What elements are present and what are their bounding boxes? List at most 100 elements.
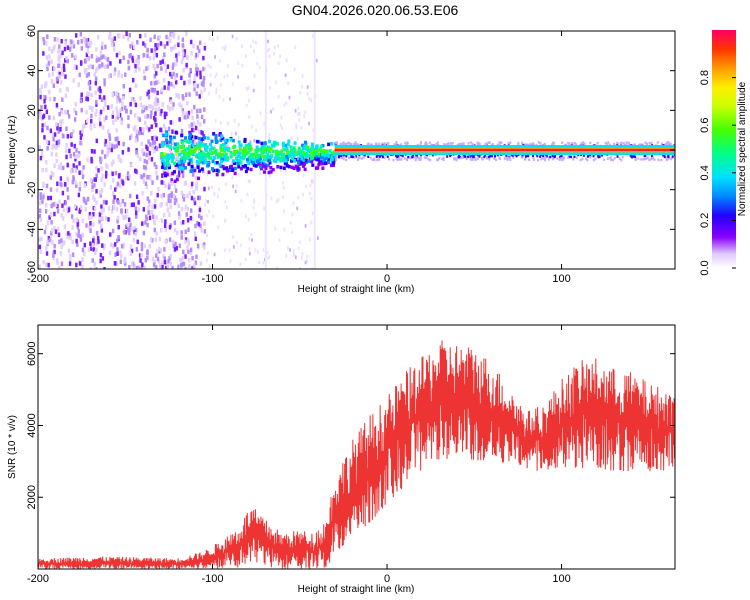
noise-cell [161, 260, 164, 265]
noise-cell [103, 266, 106, 269]
noise-cell [166, 140, 169, 146]
streak-cell [294, 45, 297, 50]
noise-cell [170, 82, 173, 87]
halo-cell [442, 156, 445, 160]
band-cell [215, 160, 219, 165]
band-cell [181, 144, 185, 148]
noise-cell [53, 211, 56, 217]
halo-cell [544, 158, 547, 162]
halo-cell [378, 155, 381, 158]
band-cell [171, 156, 175, 160]
noise-cell [203, 229, 207, 234]
noise-cell [113, 261, 117, 266]
noise-cell [118, 157, 121, 162]
noise-cell [173, 44, 177, 49]
band-cell [213, 156, 217, 160]
streak-cell [309, 237, 311, 241]
noise-cell [156, 63, 159, 69]
noise-cell [164, 127, 167, 132]
streak-cell [207, 63, 210, 68]
noise-cell [115, 128, 118, 133]
streak-cell [213, 252, 216, 257]
noise-cell [94, 80, 98, 86]
noise-cell [75, 217, 78, 223]
band-cell [260, 151, 264, 155]
noise-cell [178, 170, 181, 175]
noise-cell [107, 206, 111, 211]
noise-cell [60, 38, 63, 44]
streak-cell [280, 116, 283, 120]
noise-cell [108, 133, 111, 138]
streak-cell [204, 203, 207, 207]
streak-cell [276, 266, 279, 269]
noise-cell [85, 43, 88, 48]
band-cell [173, 161, 177, 166]
noise-cell [193, 104, 196, 110]
noise-cell [43, 94, 46, 100]
noise-cell [106, 129, 110, 134]
halo-cell [641, 143, 644, 147]
halo-cell [381, 155, 384, 159]
band-cell [187, 162, 191, 166]
noise-cell [133, 113, 137, 118]
band-cell [306, 148, 310, 153]
noise-cell [115, 98, 119, 104]
noise-cell [61, 119, 64, 124]
noise-cell [190, 109, 193, 114]
band-cell [271, 149, 275, 154]
noise-cell [100, 204, 103, 209]
band-cell [236, 155, 240, 159]
noise-cell [124, 72, 127, 77]
streak-cell [224, 182, 227, 186]
noise-cell [100, 55, 103, 60]
noise-cell [187, 80, 191, 85]
band-cell [269, 155, 273, 160]
band-cell [310, 151, 314, 156]
snr-frame [37, 324, 676, 570]
band-cell [164, 173, 168, 178]
noise-cell [135, 135, 138, 141]
halo-cell [580, 142, 583, 145]
band-cell [165, 130, 169, 134]
halo-cell [360, 157, 363, 160]
band-cell [171, 171, 175, 176]
halo-cell [603, 158, 606, 162]
halo-cell [367, 155, 370, 159]
halo-cell [386, 155, 389, 158]
halo-cell [575, 156, 578, 160]
noise-cell [90, 158, 93, 164]
streak-cell [304, 260, 307, 265]
noise-cell [146, 65, 150, 71]
halo-cell [496, 153, 499, 157]
halo-cell [400, 158, 403, 161]
noise-cell [154, 237, 158, 243]
band-cell [302, 150, 306, 155]
halo-cell [471, 158, 474, 161]
streak-cell [290, 136, 293, 140]
noise-cell [59, 88, 62, 93]
band-cell [220, 159, 224, 164]
noise-cell [194, 73, 197, 78]
halo-cell [543, 142, 546, 146]
halo-cell [552, 157, 555, 161]
noise-cell [180, 128, 184, 134]
halo-cell [527, 154, 530, 158]
band-cell [220, 134, 224, 139]
band-cell [264, 158, 268, 162]
halo-cell [395, 154, 398, 157]
streak-cell [220, 121, 222, 125]
band-cell [272, 140, 276, 145]
band-cell [165, 156, 169, 161]
noise-cell [72, 177, 76, 182]
band-cell [274, 156, 278, 160]
streak-cell [284, 73, 287, 77]
noise-cell [148, 127, 151, 132]
band-cell [292, 154, 296, 159]
noise-cell [196, 221, 199, 226]
band-cell [160, 152, 164, 156]
noise-cell [194, 236, 197, 242]
noise-cell [71, 40, 75, 45]
noise-cell [174, 157, 178, 163]
noise-cell [199, 108, 202, 114]
halo-cell [353, 156, 356, 159]
